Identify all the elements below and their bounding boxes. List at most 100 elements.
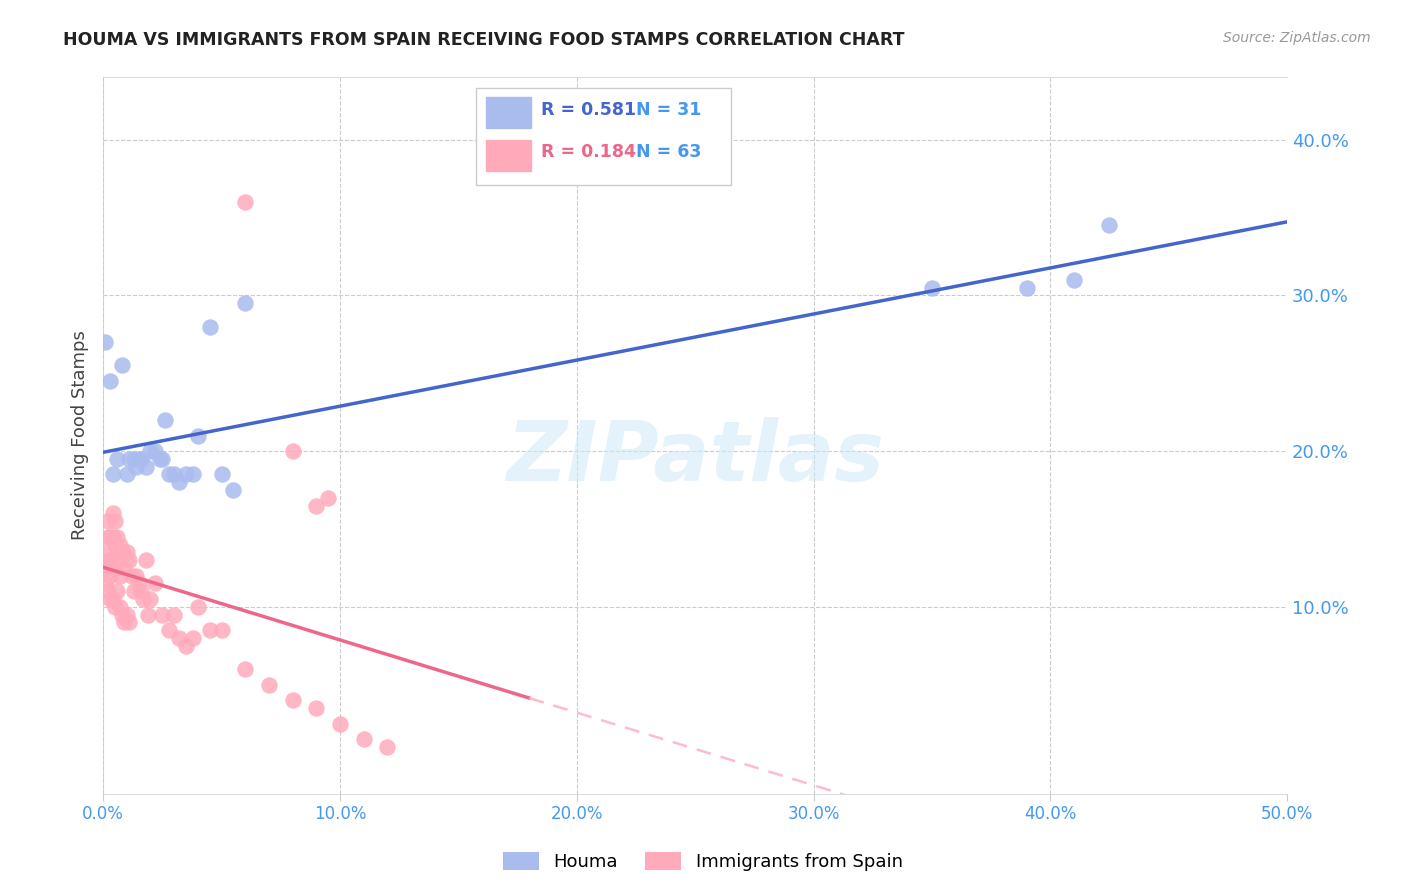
Point (187, 428, 209, 442)
Point (174, 467, 197, 482)
Point (94, 561, 117, 575)
Point (257, 678, 280, 692)
Point (1098, 219, 1121, 233)
Point (353, 732, 375, 747)
Point (101, 530, 124, 544)
Point (233, 296, 256, 310)
Point (97, 530, 120, 544)
Point (159, 467, 181, 482)
Point (108, 568, 131, 582)
Point (136, 607, 159, 622)
Point (98, 553, 121, 567)
Point (167, 631, 190, 645)
Point (163, 607, 186, 622)
Point (305, 499, 328, 513)
Point (115, 467, 138, 482)
Point (281, 444, 304, 458)
Point (139, 592, 162, 607)
Point (329, 716, 352, 731)
Point (150, 607, 173, 622)
Text: N = 63: N = 63 (636, 143, 702, 161)
Point (135, 553, 157, 567)
Legend: Houma, Immigrants from Spain: Houma, Immigrants from Spain (496, 845, 910, 879)
Point (174, 639, 197, 653)
Point (198, 623, 221, 637)
Point (305, 701, 328, 715)
Point (135, 459, 157, 474)
Point (128, 451, 150, 466)
Point (118, 615, 141, 630)
Point (375, 739, 398, 754)
Point (122, 451, 145, 466)
Text: R = 0.581: R = 0.581 (541, 101, 637, 119)
Point (163, 467, 186, 482)
Text: HOUMA VS IMMIGRANTS FROM SPAIN RECEIVING FOOD STAMPS CORRELATION CHART: HOUMA VS IMMIGRANTS FROM SPAIN RECEIVING… (63, 31, 905, 49)
Point (150, 451, 173, 466)
Point (132, 592, 155, 607)
Point (118, 553, 141, 567)
Point (111, 545, 134, 559)
Point (98, 530, 121, 544)
Point (281, 693, 304, 707)
Text: Source: ZipAtlas.com: Source: ZipAtlas.com (1223, 31, 1371, 45)
FancyBboxPatch shape (485, 97, 530, 128)
Point (114, 615, 136, 630)
Point (222, 483, 245, 497)
Point (101, 561, 124, 575)
Point (97, 584, 120, 599)
Point (211, 623, 233, 637)
Point (104, 561, 127, 575)
Point (129, 584, 152, 599)
Point (115, 607, 138, 622)
Point (105, 584, 128, 599)
Point (198, 319, 221, 334)
Point (98, 374, 121, 388)
Point (181, 467, 204, 482)
Point (101, 467, 124, 482)
Point (211, 467, 233, 482)
Point (105, 451, 128, 466)
Text: ZIPatlas: ZIPatlas (506, 417, 884, 498)
Point (108, 537, 131, 551)
Point (167, 475, 190, 490)
Point (143, 576, 166, 591)
Point (118, 451, 141, 466)
Text: R = 0.184: R = 0.184 (541, 143, 636, 161)
Point (921, 280, 943, 294)
Point (94, 545, 117, 559)
Point (105, 530, 128, 544)
Point (98, 568, 121, 582)
Point (181, 631, 204, 645)
Point (125, 459, 148, 474)
Point (122, 584, 145, 599)
Text: N = 31: N = 31 (636, 101, 702, 119)
Point (1063, 273, 1085, 287)
Point (153, 413, 176, 427)
Point (316, 491, 339, 505)
Point (121, 568, 143, 582)
Point (104, 537, 127, 551)
Point (115, 545, 138, 559)
Point (98, 592, 121, 607)
Point (111, 607, 134, 622)
Point (104, 599, 127, 614)
Point (97, 553, 120, 567)
Point (101, 592, 124, 607)
Point (104, 514, 127, 528)
Point (143, 444, 166, 458)
Point (101, 507, 124, 521)
Point (105, 553, 128, 567)
Point (94, 576, 117, 591)
Point (233, 662, 256, 676)
Point (149, 451, 172, 466)
Point (111, 359, 134, 373)
Point (108, 599, 131, 614)
Point (159, 623, 181, 637)
Point (1015, 280, 1038, 294)
Point (94, 335, 117, 350)
Y-axis label: Receiving Food Stamps: Receiving Food Stamps (72, 331, 89, 541)
Point (125, 568, 148, 582)
Point (129, 451, 152, 466)
Point (139, 444, 162, 458)
FancyBboxPatch shape (477, 88, 731, 185)
